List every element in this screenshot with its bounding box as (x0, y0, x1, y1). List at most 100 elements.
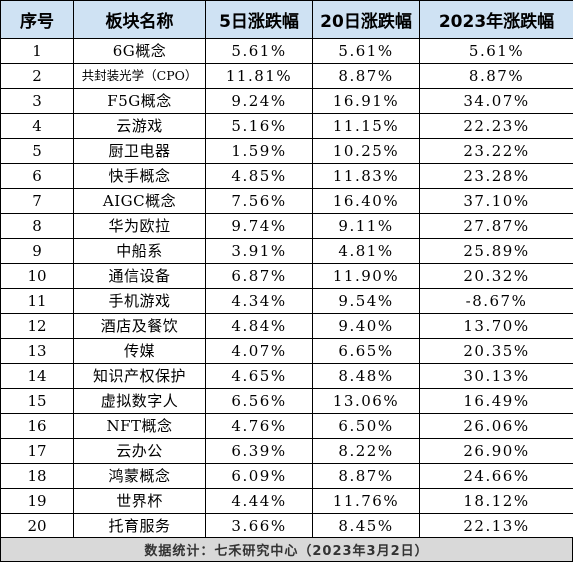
header-row: 序号 板块名称 5日涨跌幅 20日涨跌幅 2023年涨跌幅 (0, 0, 573, 39)
cell-index: 1 (0, 38, 74, 64)
cell-2023-change: -8.67% (419, 288, 573, 314)
cell-2023-change: 5.61% (419, 38, 573, 64)
table-row: 1 6G概念 5.61% 5.61% 5.61% (0, 38, 573, 64)
cell-5day-change: 11.81% (205, 63, 313, 89)
cell-sector-name: NFT概念 (73, 413, 206, 439)
cell-sector-name: 厨卫电器 (73, 138, 206, 164)
table-row: 5 厨卫电器 1.59% 10.25% 23.22% (0, 138, 573, 164)
cell-5day-change: 6.87% (205, 263, 313, 289)
table-row: 3 F5G概念 9.24% 16.91% 34.07% (0, 88, 573, 114)
cell-2023-change: 37.10% (419, 188, 573, 214)
cell-sector-name: 知识产权保护 (73, 363, 206, 389)
cell-5day-change: 6.56% (205, 388, 313, 414)
cell-20day-change: 11.15% (312, 113, 420, 139)
cell-2023-change: 20.35% (419, 338, 573, 364)
cell-sector-name: 6G概念 (73, 38, 206, 64)
cell-index: 10 (0, 263, 74, 289)
cell-5day-change: 3.91% (205, 238, 313, 264)
cell-20day-change: 8.48% (312, 363, 420, 389)
cell-2023-change: 8.87% (419, 63, 573, 89)
table-row: 10 通信设备 6.87% 11.90% 20.32% (0, 263, 573, 289)
cell-index: 4 (0, 113, 74, 139)
cell-index: 19 (0, 488, 74, 514)
cell-sector-name: 手机游戏 (73, 288, 206, 314)
cell-sector-name: 传媒 (73, 338, 206, 364)
cell-20day-change: 9.54% (312, 288, 420, 314)
table-row: 20 托育服务 3.66% 8.45% 22.13% (0, 513, 573, 539)
cell-2023-change: 22.13% (419, 513, 573, 539)
cell-2023-change: 26.06% (419, 413, 573, 439)
cell-2023-change: 34.07% (419, 88, 573, 114)
cell-sector-name: AIGC概念 (73, 188, 206, 214)
table-row: 19 世界杯 4.44% 11.76% 18.12% (0, 488, 573, 514)
cell-sector-name: F5G概念 (73, 88, 206, 114)
cell-20day-change: 6.50% (312, 413, 420, 439)
cell-20day-change: 16.40% (312, 188, 420, 214)
cell-index: 11 (0, 288, 74, 314)
cell-index: 2 (0, 63, 74, 89)
cell-2023-change: 20.32% (419, 263, 573, 289)
cell-2023-change: 13.70% (419, 313, 573, 339)
cell-2023-change: 27.87% (419, 213, 573, 239)
cell-sector-name: 华为欧拉 (73, 213, 206, 239)
cell-sector-name: 通信设备 (73, 263, 206, 289)
cell-index: 9 (0, 238, 74, 264)
cell-index: 15 (0, 388, 74, 414)
cell-index: 13 (0, 338, 74, 364)
table-row: 12 酒店及餐饮 4.84% 9.40% 13.70% (0, 313, 573, 339)
cell-20day-change: 10.25% (312, 138, 420, 164)
cell-sector-name: 云办公 (73, 438, 206, 464)
table-header: 序号 板块名称 5日涨跌幅 20日涨跌幅 2023年涨跌幅 (0, 0, 573, 39)
cell-5day-change: 9.24% (205, 88, 313, 114)
cell-20day-change: 6.65% (312, 338, 420, 364)
cell-20day-change: 16.91% (312, 88, 420, 114)
cell-20day-change: 9.11% (312, 213, 420, 239)
cell-5day-change: 5.16% (205, 113, 313, 139)
cell-index: 7 (0, 188, 74, 214)
header-sector-name: 板块名称 (73, 0, 206, 39)
cell-20day-change: 11.83% (312, 163, 420, 189)
cell-5day-change: 3.66% (205, 513, 313, 539)
cell-2023-change: 24.66% (419, 463, 573, 489)
cell-index: 5 (0, 138, 74, 164)
cell-20day-change: 11.90% (312, 263, 420, 289)
table-row: 18 鸿蒙概念 6.09% 8.87% 24.66% (0, 463, 573, 489)
cell-5day-change: 9.74% (205, 213, 313, 239)
table-row: 2 共封装光学（CPO） 11.81% 8.87% 8.87% (0, 63, 573, 89)
cell-20day-change: 8.45% (312, 513, 420, 539)
cell-20day-change: 13.06% (312, 388, 420, 414)
cell-sector-name: 世界杯 (73, 488, 206, 514)
cell-index: 17 (0, 438, 74, 464)
cell-index: 6 (0, 163, 74, 189)
cell-20day-change: 9.40% (312, 313, 420, 339)
cell-index: 14 (0, 363, 74, 389)
header-index: 序号 (0, 0, 74, 39)
cell-5day-change: 4.85% (205, 163, 313, 189)
cell-2023-change: 16.49% (419, 388, 573, 414)
cell-index: 12 (0, 313, 74, 339)
cell-2023-change: 30.13% (419, 363, 573, 389)
cell-sector-name: 共封装光学（CPO） (73, 63, 206, 89)
header-5day-change: 5日涨跌幅 (205, 0, 313, 39)
sector-performance-table: 序号 板块名称 5日涨跌幅 20日涨跌幅 2023年涨跌幅 1 6G概念 5.6… (0, 0, 573, 539)
cell-5day-change: 4.76% (205, 413, 313, 439)
cell-5day-change: 4.34% (205, 288, 313, 314)
table-row: 8 华为欧拉 9.74% 9.11% 27.87% (0, 213, 573, 239)
table-row: 4 云游戏 5.16% 11.15% 22.23% (0, 113, 573, 139)
table-row: 14 知识产权保护 4.65% 8.48% 30.13% (0, 363, 573, 389)
cell-5day-change: 1.59% (205, 138, 313, 164)
cell-index: 20 (0, 513, 74, 539)
cell-2023-change: 26.90% (419, 438, 573, 464)
table-row: 16 NFT概念 4.76% 6.50% 26.06% (0, 413, 573, 439)
cell-20day-change: 8.87% (312, 463, 420, 489)
cell-index: 16 (0, 413, 74, 439)
table-body: 1 6G概念 5.61% 5.61% 5.61% 2 共封装光学（CPO） 11… (0, 38, 573, 539)
cell-5day-change: 6.39% (205, 438, 313, 464)
cell-sector-name: 快手概念 (73, 163, 206, 189)
cell-sector-name: 云游戏 (73, 113, 206, 139)
cell-2023-change: 25.89% (419, 238, 573, 264)
cell-index: 8 (0, 213, 74, 239)
table-row: 13 传媒 4.07% 6.65% 20.35% (0, 338, 573, 364)
table-row: 6 快手概念 4.85% 11.83% 23.28% (0, 163, 573, 189)
